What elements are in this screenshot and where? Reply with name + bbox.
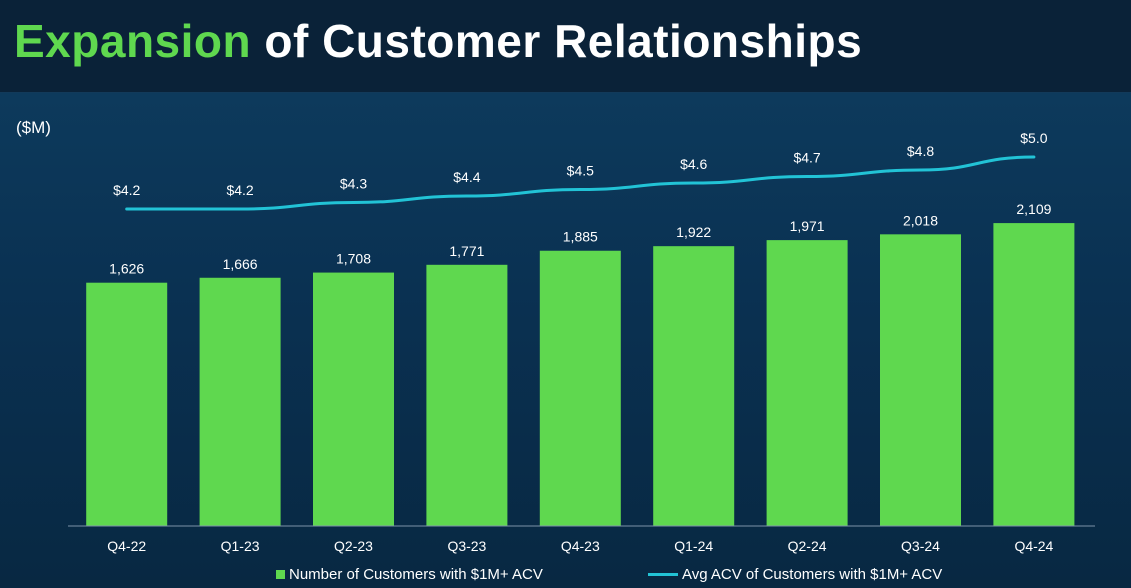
line-label-Q2-23: $4.3 <box>340 176 367 192</box>
x-tick-Q3-24: Q3-24 <box>901 538 940 554</box>
bar-label-Q4-24: 2,109 <box>1016 201 1051 217</box>
line-label-Q1-24: $4.6 <box>680 156 707 172</box>
bar-label-Q4-22: 1,626 <box>109 261 144 277</box>
legend-item-bars: Number of Customers with $1M+ ACV <box>276 566 543 583</box>
bar-label-Q3-24: 2,018 <box>903 212 938 228</box>
unit-label: ($M) <box>16 118 51 137</box>
bar-Q4-24 <box>993 223 1075 526</box>
x-tick-Q2-24: Q2-24 <box>788 538 827 554</box>
legend-label-line: Avg ACV of Customers with $1M+ ACV <box>682 566 943 583</box>
legend-bar-swatch <box>276 570 285 579</box>
legend: Number of Customers with $1M+ ACV Avg AC… <box>0 566 1131 586</box>
bar-Q3-23 <box>426 264 508 526</box>
title-bar: Expansion of Customer Relationships <box>0 0 1131 93</box>
line-label-Q4-22: $4.2 <box>113 182 140 198</box>
bar-label-Q1-23: 1,666 <box>223 256 258 272</box>
x-tick-Q1-24: Q1-24 <box>674 538 713 554</box>
bar-Q1-23 <box>199 277 281 526</box>
avg-acv-line <box>125 155 1036 211</box>
legend-label-bars: Number of Customers with $1M+ ACV <box>289 566 543 583</box>
line-label-Q3-23: $4.4 <box>453 169 480 185</box>
line-label-Q3-24: $4.8 <box>907 143 934 159</box>
bar-label-Q3-23: 1,771 <box>449 243 484 259</box>
bar-Q2-23 <box>313 272 394 526</box>
line-label-Q4-24: $5.0 <box>1020 130 1047 146</box>
bar-label-Q2-23: 1,708 <box>336 251 371 267</box>
bar-label-Q2-24: 1,971 <box>790 218 825 234</box>
x-tick-Q1-23: Q1-23 <box>221 538 260 554</box>
bar-label-Q4-23: 1,885 <box>563 229 598 245</box>
legend-line-swatch <box>648 573 678 576</box>
line-label-Q4-23: $4.5 <box>567 163 594 179</box>
bar-label-Q1-24: 1,922 <box>676 224 711 240</box>
bar-Q2-24 <box>766 240 848 527</box>
line-label-Q2-24: $4.7 <box>793 150 820 166</box>
x-tick-Q2-23: Q2-23 <box>334 538 373 554</box>
bar-Q4-22 <box>86 282 168 526</box>
bar-Q3-24 <box>880 234 961 527</box>
x-tick-Q4-23: Q4-23 <box>561 538 600 554</box>
legend-item-line: Avg ACV of Customers with $1M+ ACV <box>648 566 942 583</box>
page-title: Expansion of Customer Relationships <box>14 14 862 68</box>
bar-Q4-23 <box>539 250 621 526</box>
x-tick-Q4-22: Q4-22 <box>107 538 146 554</box>
x-tick-Q4-24: Q4-24 <box>1014 538 1053 554</box>
title-accent: Expansion <box>14 15 252 67</box>
x-tick-Q3-23: Q3-23 <box>447 538 486 554</box>
bar-Q1-24 <box>653 246 735 526</box>
line-label-Q1-23: $4.2 <box>226 182 253 198</box>
title-rest: of Customer Relationships <box>251 15 863 67</box>
